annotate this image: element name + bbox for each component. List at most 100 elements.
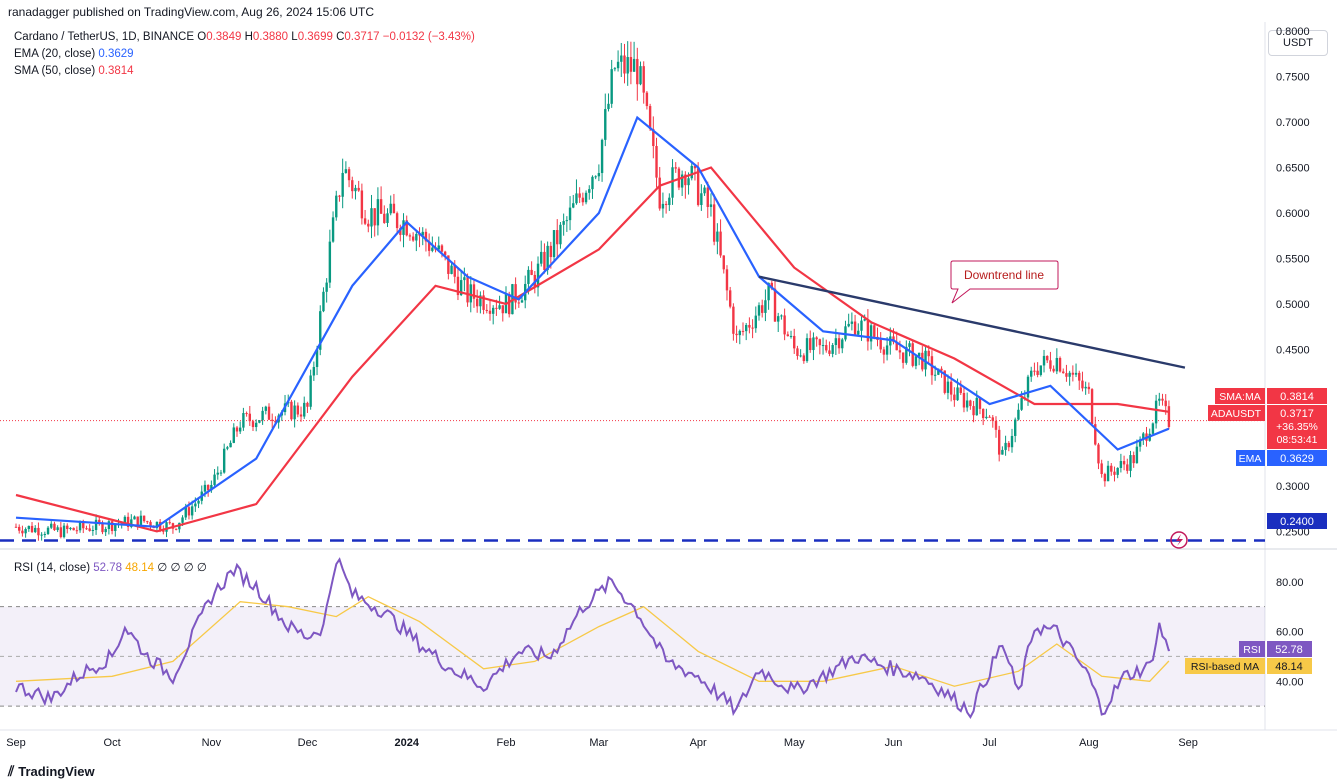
candle-body bbox=[834, 338, 838, 346]
candle-body bbox=[898, 350, 902, 353]
candle-body bbox=[809, 338, 812, 351]
candle-body bbox=[780, 315, 783, 317]
sma-badge: SMA:MA 0.3814 bbox=[1215, 388, 1327, 404]
candle-body bbox=[767, 282, 770, 301]
candle-body bbox=[117, 523, 120, 525]
candle-body bbox=[652, 129, 655, 147]
candle-body bbox=[959, 387, 962, 393]
candle-body bbox=[885, 345, 889, 355]
candle-body bbox=[719, 231, 722, 256]
candle-body bbox=[677, 168, 681, 188]
callout-text: Downtrend line bbox=[964, 268, 1044, 282]
candle-body bbox=[34, 527, 37, 533]
candle-body bbox=[607, 103, 610, 110]
candle-body bbox=[975, 397, 978, 416]
candle-body bbox=[636, 58, 639, 85]
candle-body bbox=[242, 413, 245, 428]
candle-body bbox=[335, 195, 338, 218]
candle-body bbox=[687, 178, 690, 186]
candle-body bbox=[450, 265, 453, 274]
candle-body bbox=[901, 352, 905, 363]
candle-body bbox=[943, 370, 946, 393]
candle-body bbox=[379, 199, 383, 214]
candle-body bbox=[632, 58, 636, 72]
candle-body bbox=[661, 203, 665, 209]
candle-body bbox=[805, 338, 809, 362]
candle-body bbox=[1126, 464, 1129, 471]
candle-body bbox=[37, 527, 40, 536]
rsi-band bbox=[0, 606, 1265, 707]
candles bbox=[14, 41, 1171, 541]
candle-body bbox=[155, 521, 159, 529]
candle-body bbox=[50, 523, 53, 528]
candle-body bbox=[331, 217, 335, 242]
candle-body bbox=[126, 516, 130, 527]
candle-body bbox=[130, 519, 133, 527]
candle-body bbox=[511, 284, 514, 315]
candle-body bbox=[1167, 406, 1171, 427]
symbol-name: Cardano / TetherUS, 1D, BINANCE bbox=[14, 31, 195, 43]
candle-body bbox=[680, 174, 684, 188]
candle-body bbox=[1017, 409, 1020, 420]
candle-body bbox=[168, 522, 171, 524]
candle-body bbox=[892, 336, 895, 342]
candle-body bbox=[267, 406, 271, 420]
candle-body bbox=[616, 61, 620, 69]
candle-body bbox=[1014, 419, 1017, 436]
candle-body bbox=[248, 413, 251, 422]
candle-body bbox=[773, 288, 777, 322]
candle-body bbox=[274, 420, 277, 423]
candle-body bbox=[709, 204, 713, 207]
price-tick-label: 0.4500 bbox=[1276, 344, 1310, 356]
candle-body bbox=[1074, 372, 1078, 375]
candle-body bbox=[933, 374, 937, 376]
rsi-axis: 80.00 60.00 40.00 bbox=[1276, 577, 1304, 688]
candle-body bbox=[184, 507, 187, 518]
candle-body bbox=[1058, 357, 1062, 372]
candle-body bbox=[421, 231, 424, 236]
candle-body bbox=[728, 290, 732, 307]
sma-line bbox=[15, 166, 1170, 533]
price-tick-label: 0.4000 bbox=[1276, 390, 1310, 402]
candle-body bbox=[91, 530, 95, 532]
candle-body bbox=[568, 207, 572, 221]
candle-body bbox=[277, 415, 280, 423]
rsi-legend[interactable]: RSI (14, close) 52.78 48.14 ∅ ∅ ∅ ∅ bbox=[14, 562, 207, 574]
candle-body bbox=[1145, 433, 1148, 441]
candle-body bbox=[1116, 467, 1119, 475]
candle-body bbox=[411, 236, 415, 241]
sma-legend[interactable]: SMA (50, close) 0.3814 bbox=[14, 65, 134, 77]
candle-body bbox=[197, 500, 200, 504]
candle-body bbox=[251, 421, 255, 428]
candle-body bbox=[578, 193, 581, 198]
candle-body bbox=[1033, 370, 1036, 372]
candle-body bbox=[562, 221, 565, 225]
lightning-icon[interactable] bbox=[1170, 531, 1188, 549]
tradingview-logo[interactable]: ⫽ TradingView bbox=[8, 763, 95, 779]
publisher-credit: ranadagger published on TradingView.com,… bbox=[8, 5, 375, 19]
downtrend-line[interactable] bbox=[758, 275, 1186, 369]
candle-body bbox=[642, 66, 645, 93]
ema-legend[interactable]: EMA (20, close) 0.3629 bbox=[14, 48, 134, 60]
candle-body bbox=[21, 530, 24, 534]
candle-body bbox=[1062, 371, 1065, 374]
symbol-legend[interactable]: Cardano / TetherUS, 1D, BINANCE O0.3849 … bbox=[14, 31, 475, 43]
candle-body bbox=[700, 193, 703, 205]
candle-body bbox=[24, 529, 27, 534]
candle-body bbox=[1113, 471, 1116, 475]
candle-body bbox=[30, 525, 34, 533]
time-tick-label: Oct bbox=[104, 737, 121, 749]
candle-body bbox=[841, 339, 844, 349]
candle-body bbox=[149, 521, 152, 527]
candle-body bbox=[1042, 355, 1046, 366]
candle-body bbox=[142, 515, 146, 522]
candle-body bbox=[351, 180, 354, 192]
candle-body bbox=[389, 203, 392, 214]
candle-body bbox=[1161, 398, 1164, 401]
candle-body bbox=[857, 330, 860, 335]
downtrend-callout[interactable]: Downtrend line bbox=[950, 260, 1059, 304]
candle-body bbox=[373, 208, 376, 226]
candle-body bbox=[850, 321, 854, 324]
currency-button[interactable]: USDT bbox=[1268, 30, 1328, 56]
